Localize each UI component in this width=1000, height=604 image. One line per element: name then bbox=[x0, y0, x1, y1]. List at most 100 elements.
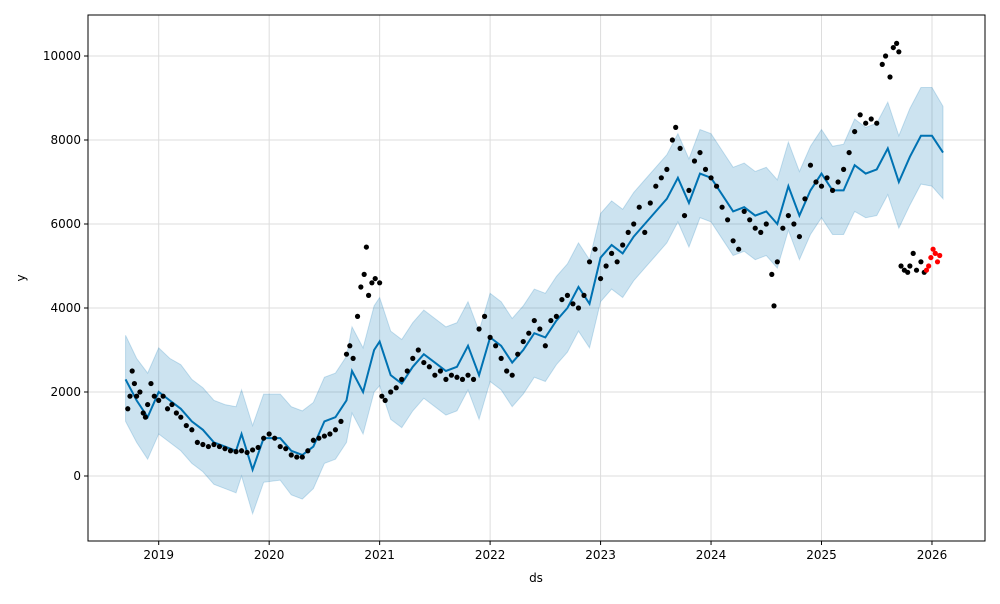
actual-point bbox=[125, 406, 131, 412]
actual-point bbox=[691, 158, 698, 164]
actual-point bbox=[249, 447, 256, 453]
actual-point bbox=[647, 200, 653, 206]
actual-point bbox=[238, 448, 245, 454]
actual-point bbox=[631, 221, 637, 227]
y-tick-label: 2000 bbox=[50, 385, 81, 399]
actual-point bbox=[372, 275, 378, 282]
actual-point bbox=[277, 443, 283, 450]
recent-point bbox=[923, 267, 930, 273]
actual-point bbox=[537, 326, 543, 332]
actual-point bbox=[681, 212, 688, 219]
x-axis-label: ds bbox=[529, 571, 543, 585]
actual-point bbox=[358, 284, 364, 290]
actual-point bbox=[487, 334, 493, 340]
actual-point bbox=[216, 443, 223, 450]
actual-point bbox=[658, 175, 664, 181]
actual-point bbox=[664, 166, 670, 172]
actual-point bbox=[343, 351, 350, 357]
actual-point bbox=[570, 301, 576, 307]
actual-point bbox=[548, 317, 554, 324]
actual-point bbox=[509, 372, 515, 378]
actual-point bbox=[399, 376, 405, 382]
actual-point bbox=[233, 449, 239, 455]
actual-point bbox=[443, 376, 449, 382]
actual-point bbox=[131, 380, 137, 387]
actual-point bbox=[283, 446, 289, 452]
actual-point bbox=[493, 343, 499, 349]
actual-point bbox=[673, 124, 679, 130]
actual-point bbox=[879, 61, 885, 67]
actual-point bbox=[910, 250, 916, 256]
actual-point bbox=[261, 435, 267, 441]
actual-point bbox=[173, 410, 179, 416]
actual-point bbox=[620, 242, 626, 248]
actual-point bbox=[702, 166, 709, 172]
actual-point bbox=[852, 128, 858, 135]
actual-point bbox=[677, 145, 683, 151]
actual-point bbox=[894, 40, 900, 46]
y-tick-label: 10000 bbox=[43, 49, 81, 63]
actual-point bbox=[747, 217, 753, 223]
actual-point bbox=[863, 120, 869, 126]
actual-point bbox=[332, 427, 339, 433]
actual-point bbox=[907, 263, 913, 269]
y-tick-label: 0 bbox=[73, 469, 81, 483]
actual-point bbox=[129, 368, 135, 374]
actual-point bbox=[559, 296, 565, 303]
actual-point bbox=[725, 217, 731, 223]
actual-point bbox=[205, 443, 212, 450]
actual-point bbox=[763, 221, 769, 227]
actual-point bbox=[148, 380, 154, 387]
actual-point bbox=[625, 229, 631, 235]
actual-point bbox=[459, 376, 466, 382]
forecast-line bbox=[124, 134, 944, 473]
x-tick-label: 2019 bbox=[143, 548, 174, 562]
actual-point bbox=[887, 74, 893, 80]
actual-point bbox=[813, 179, 819, 185]
actual-point bbox=[454, 374, 460, 380]
actual-point bbox=[476, 326, 482, 332]
actual-point bbox=[614, 259, 620, 265]
actual-point bbox=[708, 175, 714, 181]
actual-point bbox=[142, 414, 149, 420]
actual-point bbox=[553, 313, 559, 319]
actual-point bbox=[140, 410, 146, 416]
actual-point bbox=[327, 431, 333, 437]
uncertainty-band bbox=[125, 86, 944, 516]
actual-point bbox=[404, 368, 410, 374]
actual-point bbox=[338, 418, 344, 424]
x-tick-label: 2021 bbox=[364, 548, 395, 562]
actual-point bbox=[369, 280, 375, 286]
actual-point bbox=[410, 355, 416, 361]
actual-point bbox=[393, 385, 399, 391]
actual-point bbox=[686, 187, 692, 193]
grid bbox=[88, 15, 985, 541]
recent-point bbox=[930, 246, 936, 252]
actual-point bbox=[829, 187, 836, 193]
actual-point bbox=[481, 313, 488, 319]
actual-point bbox=[835, 179, 841, 185]
actual-point bbox=[211, 441, 217, 448]
actual-point bbox=[791, 221, 797, 227]
recent-points bbox=[923, 246, 943, 273]
plot-frame bbox=[87, 14, 986, 542]
recent-point bbox=[928, 254, 934, 261]
actual-point bbox=[347, 343, 353, 349]
actual-point bbox=[151, 393, 157, 399]
actual-point bbox=[531, 317, 537, 324]
actual-point bbox=[898, 263, 904, 269]
actual-point bbox=[222, 446, 228, 452]
actual-point bbox=[818, 183, 825, 189]
actual-point bbox=[796, 233, 803, 240]
actual-point bbox=[321, 433, 328, 439]
x-tick-label: 2020 bbox=[254, 548, 285, 562]
actual-point bbox=[379, 393, 385, 399]
actual-point bbox=[882, 53, 889, 59]
actual-point bbox=[382, 397, 388, 403]
actual-point bbox=[752, 225, 758, 231]
actual-point bbox=[913, 267, 920, 273]
actual-point bbox=[597, 275, 604, 282]
x-tick-label: 2026 bbox=[917, 548, 948, 562]
actual-point bbox=[713, 183, 720, 189]
actual-point bbox=[361, 271, 367, 277]
